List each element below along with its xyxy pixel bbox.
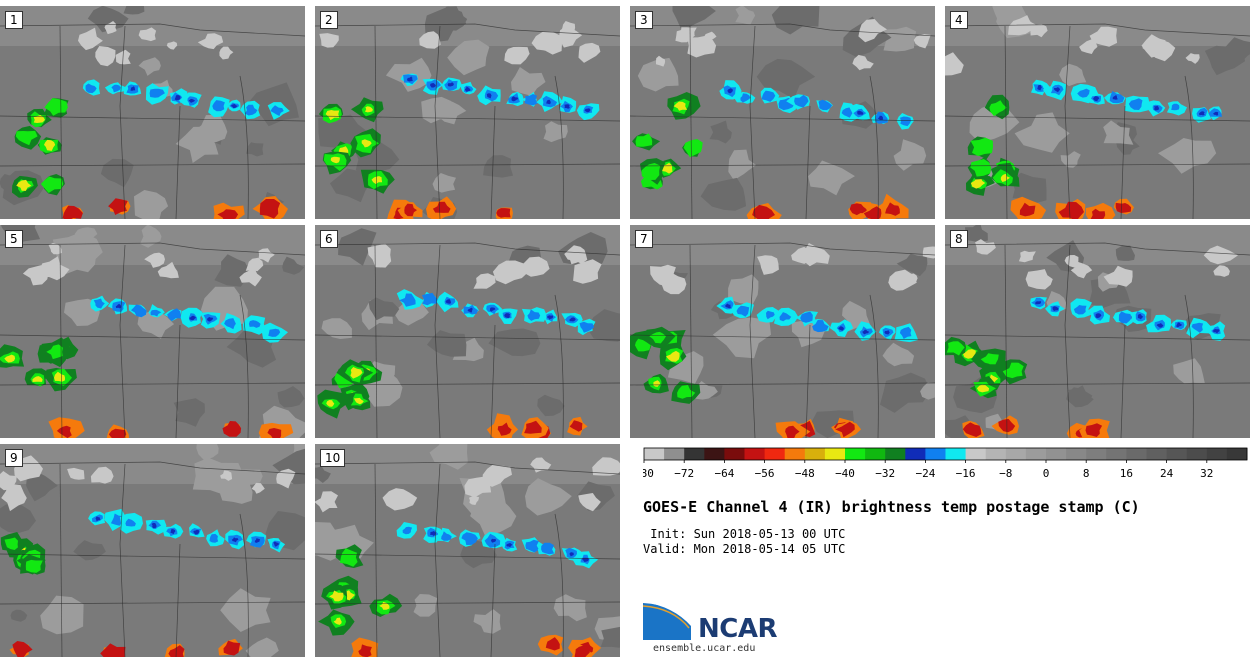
colorbar-tick-label: −72 [674,467,694,479]
colorbar-cell [1206,448,1228,460]
colorbar-cell [1025,448,1047,460]
colorbar-tick-label: 32 [1200,467,1213,479]
colorbar-tick-label: 8 [1083,467,1090,479]
colorbar-tick-label: −8 [999,467,1012,479]
colorbar-tick-label: −80 [643,467,654,479]
member-number: 6 [320,230,338,248]
colorbar-cell [684,448,705,460]
colorbar-tick-label: −64 [714,467,734,479]
member-number: 5 [5,230,23,248]
ncar-logo [643,601,692,640]
colorbar-cell [905,448,926,460]
member-panel-3: 3 [630,6,935,219]
colorbar-cell [1226,448,1248,460]
colorbar-cell [784,448,806,460]
satellite-map [945,225,1250,438]
colorbar-cell [764,448,786,460]
colorbar-tick-label: −48 [795,467,815,479]
site-url: ensemble.ucar.edu [653,643,756,654]
colorbar-cell [664,448,685,460]
colorbar-cell [704,448,725,460]
member-panel-2: 2 [315,6,620,219]
member-number: 2 [320,11,338,29]
member-number: 3 [635,11,653,29]
member-panel-10: 10 [315,444,620,657]
member-number: 9 [5,449,23,467]
member-panel-5: 5 [0,225,305,438]
member-number: 4 [950,11,968,29]
colorbar-cell [845,448,866,460]
colorbar-cell [1066,448,1087,460]
colorbar-tick-label: 16 [1120,467,1133,479]
colorbar-cell [824,448,846,460]
colorbar-cell [945,448,967,460]
member-number: 8 [950,230,968,248]
figure-title: GOES-E Channel 4 (IR) brightness temp po… [643,498,1140,516]
colorbar-cell [1106,448,1127,460]
colorbar-cell [1086,448,1107,460]
colorbar-tick-label: −32 [875,467,895,479]
satellite-map [0,444,305,657]
satellite-map [315,225,620,438]
colorbar-cell [1146,448,1168,460]
satellite-map [630,6,935,219]
colorbar-tick-label: −24 [915,467,935,479]
satellite-map [0,6,305,219]
satellite-map [630,225,935,438]
colorbar-cell [1126,448,1147,460]
colorbar-cell [744,448,766,460]
satellite-map [315,6,620,219]
colorbar-cell [1186,448,1208,460]
colorbar-tick-label: −56 [755,467,775,479]
member-panel-7: 7 [630,225,935,438]
satellite-map [945,6,1250,219]
colorbar-cell [865,448,886,460]
member-panel-4: 4 [945,6,1250,219]
valid-time: Valid: Mon 2018-05-14 05 UTC [643,542,846,556]
satellite-map [0,225,305,438]
member-panel-8: 8 [945,225,1250,438]
colorbar-cell [965,448,987,460]
logo-text: NCAR [698,614,777,644]
colorbar-cell [644,448,665,460]
colorbar-tick-label: −40 [835,467,855,479]
member-panel-9: 9 [0,444,305,657]
colorbar-cell [724,448,745,460]
colorbar-cell [885,448,906,460]
member-panel-1: 1 [0,6,305,219]
member-number: 1 [5,11,23,29]
colorbar-cell [1005,448,1027,460]
colorbar-cell [804,448,826,460]
satellite-map [315,444,620,657]
colorbar-cell [1046,448,1067,460]
colorbar-tick-label: 0 [1043,467,1050,479]
member-number: 10 [320,449,346,467]
colorbar-cell [1166,448,1188,460]
colorbar-cell [985,448,1007,460]
colorbar-cell [925,448,946,460]
colorbar-tick-label: −16 [956,467,976,479]
init-time: Init: Sun 2018-05-13 00 UTC [643,527,846,541]
member-panel-6: 6 [315,225,620,438]
colorbar-tick-label: 24 [1160,467,1174,479]
member-number: 7 [635,230,653,248]
